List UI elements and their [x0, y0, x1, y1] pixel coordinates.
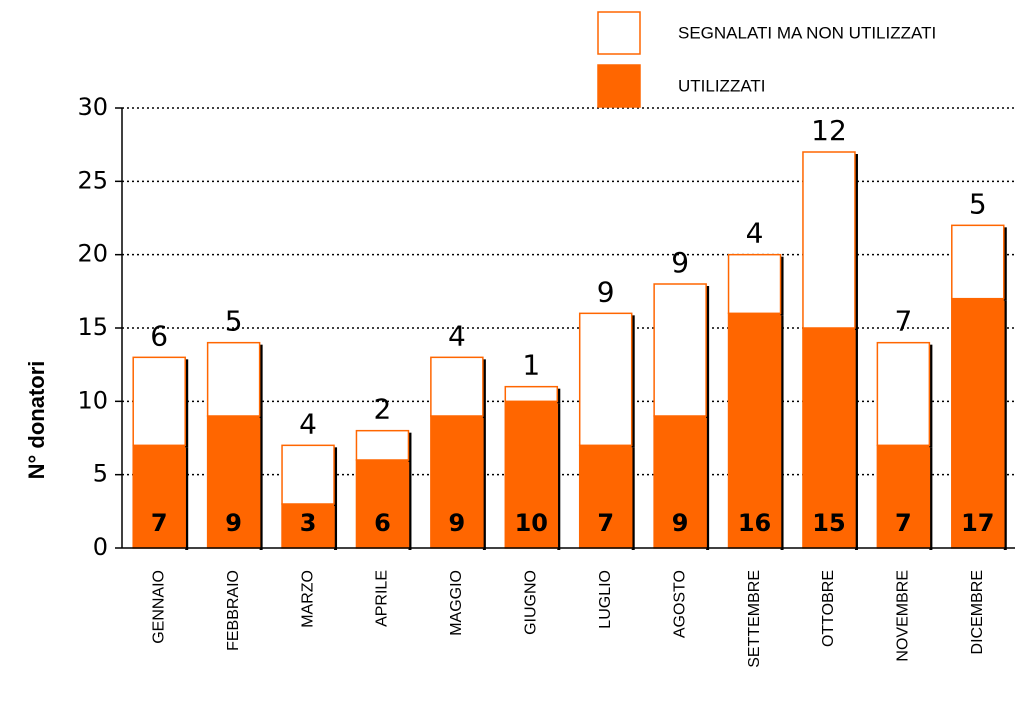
bar-shadow — [259, 418, 263, 550]
value-label: 6 — [374, 509, 391, 537]
bar-segment — [504, 385, 559, 403]
bar-segment — [802, 327, 856, 549]
x-tick-label: MARZO — [299, 570, 316, 628]
bar-shadow — [408, 432, 412, 462]
bar-shadow — [854, 330, 858, 550]
x-tick-label: AGOSTO — [671, 570, 688, 638]
bar-shadow — [706, 418, 710, 550]
bar-segment — [281, 444, 335, 505]
bar-shadow — [631, 315, 635, 448]
x-tick-label: MAGGIO — [448, 570, 465, 636]
legend-label: SEGNALATI MA NON UTILIZZATI — [678, 23, 936, 42]
bar-segment — [430, 356, 484, 417]
bar-shadow — [1003, 300, 1007, 550]
value-label: 15 — [812, 509, 845, 537]
bar-segment — [132, 356, 186, 447]
y-tick-label: 25 — [77, 166, 108, 194]
value-label: 9 — [672, 509, 689, 537]
bar-shadow — [929, 447, 933, 550]
value-label: 12 — [811, 114, 847, 147]
value-label: 7 — [894, 305, 912, 338]
value-label: 7 — [895, 509, 912, 537]
y-tick-label: 30 — [77, 93, 108, 121]
bar-shadow — [482, 359, 486, 418]
x-tick-label: LUGLIO — [597, 570, 614, 629]
y-tick-label: 0 — [93, 533, 108, 561]
value-label: 9 — [225, 509, 242, 537]
bar-shadow — [185, 447, 189, 550]
value-label: 4 — [299, 407, 317, 440]
y-tick-label: 10 — [77, 386, 108, 414]
value-label: 17 — [961, 509, 994, 537]
value-label: 9 — [597, 275, 615, 308]
bar-segment — [206, 341, 261, 417]
bar-shadow — [482, 418, 486, 550]
bar-shadow — [1003, 227, 1007, 301]
y-tick-label: 15 — [77, 313, 108, 341]
bar-segment — [951, 224, 1005, 300]
bar-shadow — [780, 256, 784, 316]
value-label: 3 — [300, 509, 317, 537]
bar-shadow — [780, 315, 784, 550]
value-label: 4 — [448, 319, 466, 352]
bar-segment — [206, 415, 261, 549]
bar-segment — [653, 415, 707, 549]
x-tick-label: GENNAIO — [150, 570, 167, 644]
x-tick-label: GIUGNO — [523, 570, 540, 635]
x-tick-label: OTTOBRE — [820, 570, 837, 647]
x-tick-label: APRILE — [374, 570, 391, 627]
x-tick-label: NOVEMBRE — [895, 570, 912, 662]
value-label: 4 — [746, 217, 764, 250]
value-label: 1 — [522, 349, 540, 382]
bar-shadow — [706, 286, 710, 418]
value-label: 9 — [449, 509, 466, 537]
value-label: 9 — [671, 246, 689, 279]
bar-segment — [727, 312, 782, 549]
bar-segment — [727, 253, 782, 315]
legend-label: UTILIZZATI — [678, 76, 766, 95]
bar-segment — [504, 400, 559, 549]
value-label: 6 — [150, 319, 168, 352]
bar-shadow — [557, 388, 561, 404]
bar-shadow — [854, 154, 858, 330]
y-tick-label: 5 — [93, 460, 108, 488]
value-label: 2 — [374, 393, 392, 426]
bar-segment — [355, 459, 410, 549]
y-axis-label: N° donatori — [24, 361, 49, 480]
bar-segment — [951, 297, 1005, 549]
bar-segment — [355, 429, 410, 461]
legend-swatch — [597, 11, 641, 55]
bar-segment — [653, 283, 707, 417]
x-tick-label: FEBBRAIO — [225, 570, 242, 651]
value-label: 10 — [515, 509, 548, 537]
bar-shadow — [631, 447, 635, 550]
bar-shadow — [259, 344, 263, 418]
bar-shadow — [185, 359, 189, 448]
legend-swatch — [597, 64, 641, 108]
x-tick-label: SETTEMBRE — [746, 570, 763, 668]
bar-shadow — [408, 462, 412, 550]
value-label: 5 — [969, 187, 987, 220]
bar-segment — [578, 312, 633, 447]
x-tick-label: DICEMBRE — [969, 570, 986, 654]
bar-shadow — [929, 344, 933, 448]
bar-shadow — [334, 506, 338, 550]
bar-segment — [876, 341, 931, 447]
bar-segment — [802, 151, 856, 329]
value-label: 7 — [597, 509, 614, 537]
bar-segment — [132, 444, 186, 549]
value-label: 16 — [738, 509, 771, 537]
value-label: 5 — [225, 305, 243, 338]
bar-shadow — [557, 403, 561, 550]
bar-segment — [430, 415, 484, 549]
y-tick-label: 20 — [77, 240, 108, 268]
bar-shadow — [334, 447, 338, 506]
value-label: 7 — [151, 509, 168, 537]
